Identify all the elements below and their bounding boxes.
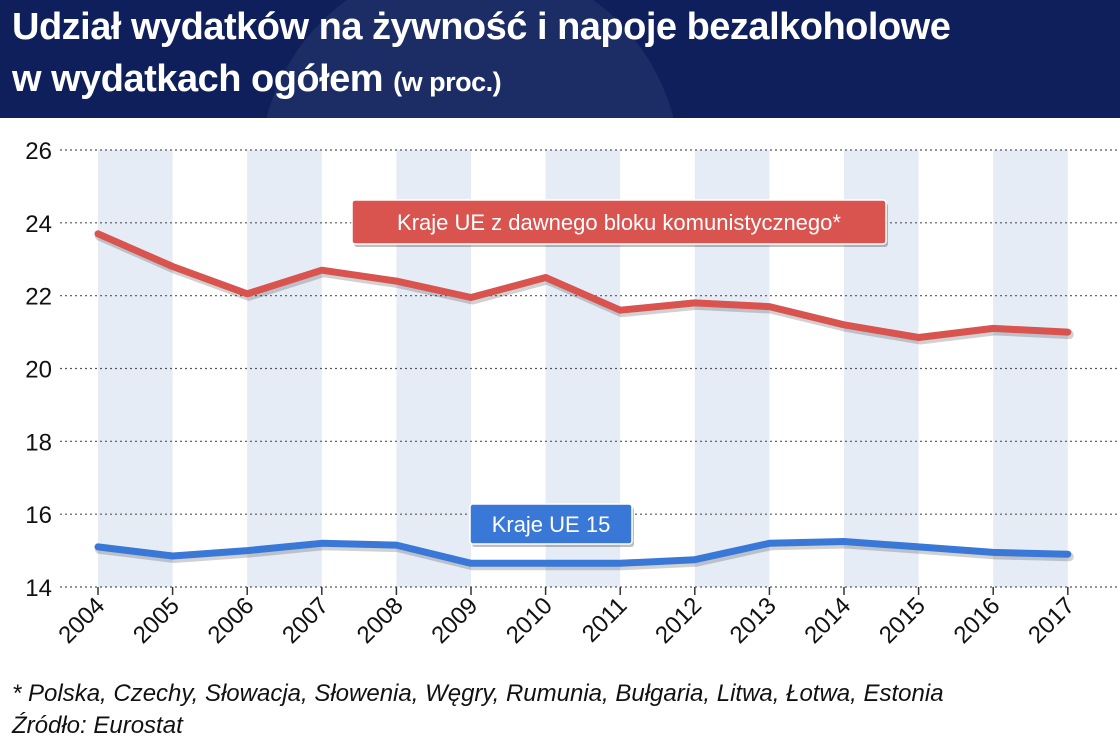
legend-label-box bbox=[469, 503, 633, 545]
x-tick-label: 2017 bbox=[1023, 592, 1080, 649]
x-tick-label: 2016 bbox=[949, 592, 1006, 649]
x-tick-label: 2006 bbox=[203, 592, 260, 649]
chart-title-unit: (w proc.) bbox=[393, 67, 502, 97]
x-tick-label: 2008 bbox=[352, 592, 409, 649]
x-tick-label: 2012 bbox=[650, 592, 707, 649]
y-tick-label: 20 bbox=[25, 357, 52, 384]
y-tick-label: 26 bbox=[25, 138, 52, 165]
y-tick-label: 24 bbox=[25, 211, 52, 238]
y-tick-label: 22 bbox=[25, 284, 52, 311]
legend-label-text: Kraje UE z dawnego bloku komunistycznego… bbox=[397, 210, 841, 235]
x-tick-label: 2010 bbox=[501, 592, 558, 649]
x-tick-label: 2011 bbox=[577, 592, 633, 648]
chart-header: Udział wydatków na żywność i napoje beza… bbox=[0, 0, 1120, 118]
x-tick-label: 2014 bbox=[799, 592, 856, 649]
legend-label-text: Kraje UE 15 bbox=[492, 512, 611, 537]
x-tick-label: 2009 bbox=[426, 592, 483, 649]
x-tick-label: 2005 bbox=[128, 592, 185, 649]
y-tick-label: 14 bbox=[25, 575, 52, 602]
x-tick-label: 2013 bbox=[725, 592, 782, 649]
chart-title-line2-text: w wydatkach ogółem bbox=[12, 58, 384, 100]
line-chart: 14 16 18 20 22 24 26 2004 2005 2006 2007 2008 2009 20… bbox=[25, 138, 1120, 649]
chart-title-line2: w wydatkach ogółem (w proc.) bbox=[12, 58, 502, 101]
footnote: * Polska, Czechy, Słowacja, Słowenia, Wę… bbox=[12, 680, 944, 707]
legend-label-box bbox=[351, 199, 887, 245]
y-tick-label: 18 bbox=[25, 429, 52, 456]
x-tick-label: 2007 bbox=[277, 592, 334, 649]
series-line-east bbox=[94, 230, 1072, 341]
x-tick-label: 2004 bbox=[53, 592, 110, 649]
background-band bbox=[247, 150, 322, 587]
source-note: Źródło: Eurostat bbox=[12, 712, 183, 739]
chart-title-line1: Udział wydatków na żywność i napoje beza… bbox=[12, 6, 951, 48]
watermark-shape bbox=[260, 0, 680, 118]
x-tick-label: 2015 bbox=[874, 592, 931, 649]
series-line-eu15 bbox=[94, 538, 1072, 567]
y-tick-label: 16 bbox=[25, 502, 52, 529]
